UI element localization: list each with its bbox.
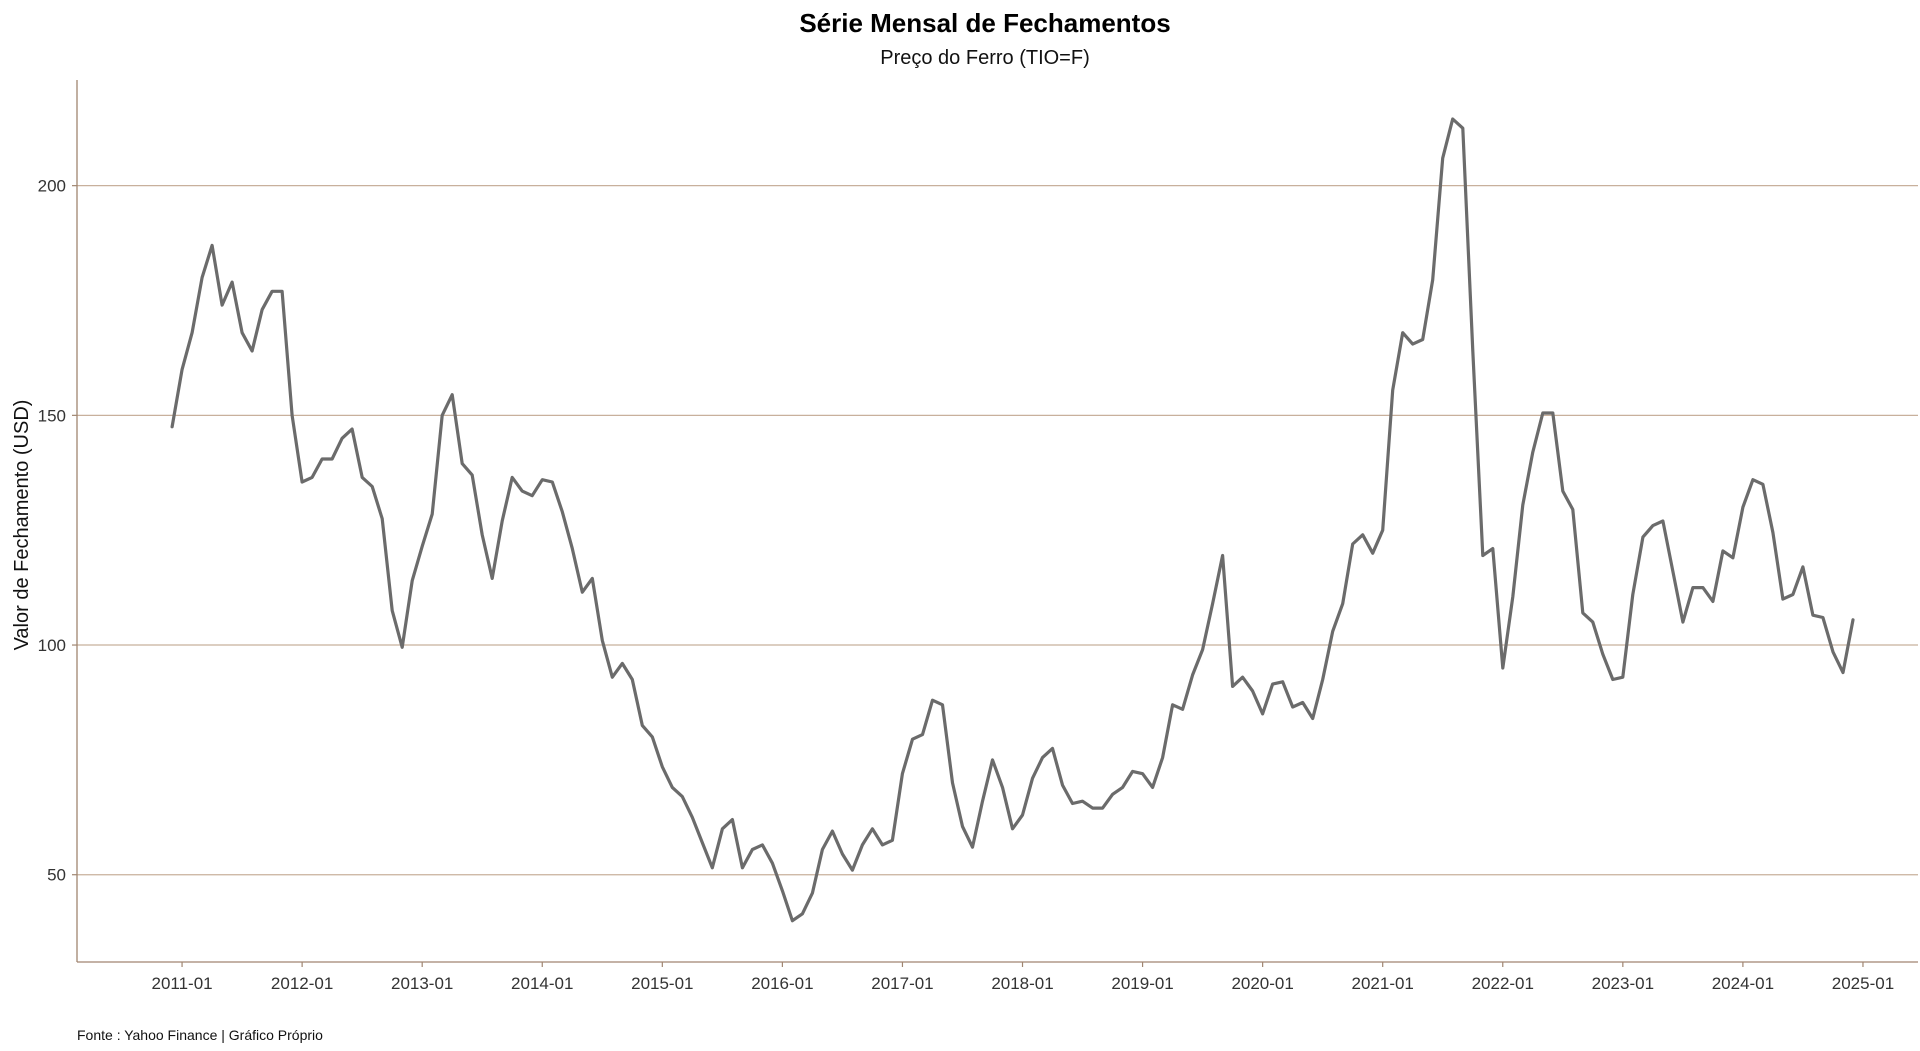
x-tick-label: 2011-01 — [151, 974, 212, 993]
x-tick-labels: 2011-01 2012-01 2013-01 2014-01 2015-01 2016-… — [151, 962, 1894, 993]
x-tick-label: 2025-01 — [1832, 974, 1894, 993]
x-tick-label: 2019-01 — [1111, 974, 1173, 993]
axes — [77, 80, 1918, 962]
series-layer — [172, 119, 1853, 921]
y-tick-label: 150 — [38, 406, 66, 425]
x-tick-label: 2017-01 — [871, 974, 933, 993]
y-axis-title: Valor de Fechamento (USD) — [11, 400, 33, 651]
x-tick-label: 2012-01 — [271, 974, 333, 993]
x-tick-label: 2020-01 — [1231, 974, 1293, 993]
y-tick-label: 50 — [47, 866, 66, 885]
x-tick-label: 2024-01 — [1712, 974, 1774, 993]
series-line-TIO=F — [172, 119, 1853, 921]
x-tick-label: 2014-01 — [511, 974, 573, 993]
x-tick-label: 2021-01 — [1352, 974, 1414, 993]
x-tick-label: 2023-01 — [1592, 974, 1654, 993]
x-tick-label: 2016-01 — [751, 974, 813, 993]
x-tick-label: 2022-01 — [1472, 974, 1534, 993]
y-tick-label: 100 — [38, 636, 66, 655]
source-caption: Fonte : Yahoo Finance | Gráfico Próprio — [77, 1027, 323, 1043]
y-tick-label: 200 — [38, 177, 66, 196]
x-tick-label: 2015-01 — [631, 974, 693, 993]
chart-subtitle: Preço do Ferro (TIO=F) — [880, 47, 1090, 69]
x-tick-label: 2013-01 — [391, 974, 453, 993]
y-tick-labels: 50 100 150 200 — [38, 177, 77, 885]
chart-title: Série Mensal de Fechamentos — [799, 8, 1170, 38]
x-tick-label: 2018-01 — [991, 974, 1053, 993]
